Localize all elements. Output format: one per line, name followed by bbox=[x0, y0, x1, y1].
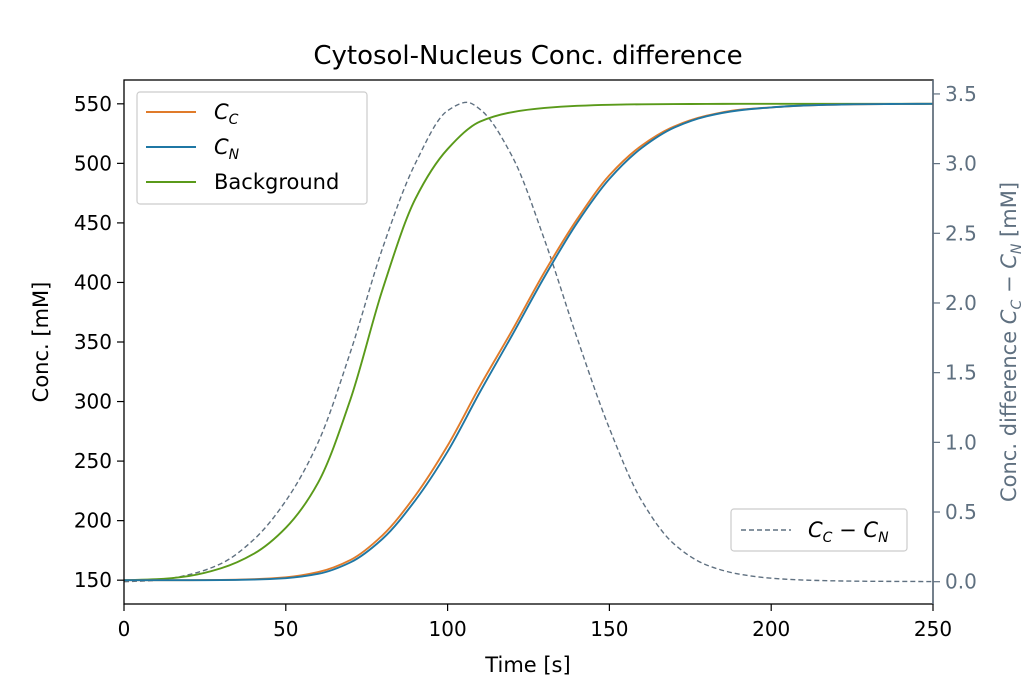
y-tick-label: 350 bbox=[74, 330, 112, 354]
legend-label-diff: CC − CN bbox=[808, 518, 889, 546]
legend-left-box bbox=[136, 91, 368, 205]
y2-tick-label: 3.0 bbox=[945, 152, 977, 176]
series-line-background bbox=[123, 102, 933, 582]
legend-label-c-n: CN bbox=[214, 135, 240, 163]
y2-tick-label: 1.0 bbox=[945, 430, 977, 454]
y-tick-label: 300 bbox=[74, 390, 112, 414]
legend-right-box bbox=[730, 508, 908, 552]
x-axis-label: Time [s] bbox=[484, 653, 570, 677]
y2-tick-label: 0.5 bbox=[945, 500, 977, 524]
y2-tick-label: 2.0 bbox=[945, 291, 977, 315]
x-tick-label: 0 bbox=[118, 617, 131, 641]
y2-tick-label: 3.5 bbox=[945, 82, 977, 106]
y-tick-label: 500 bbox=[74, 151, 112, 175]
y-tick-label: 150 bbox=[74, 568, 112, 592]
x-tick-label: 50 bbox=[273, 617, 298, 641]
series-line-c-n bbox=[124, 102, 934, 582]
right-y-axis-label-prefix: Conc. difference bbox=[997, 324, 1021, 502]
y2-tick-label: 2.5 bbox=[945, 221, 977, 245]
legend-right: CC − CN bbox=[730, 508, 908, 552]
x-tick-label: 100 bbox=[429, 617, 467, 641]
x-tick-label: 200 bbox=[752, 617, 790, 641]
series-line-c-c-c-n bbox=[123, 101, 934, 583]
right-y-axis-label: Conc. difference CC − CN [mM] bbox=[997, 182, 1025, 502]
series-layer bbox=[123, 101, 934, 583]
y-tick-label: 550 bbox=[74, 92, 112, 116]
x-axis: 0 50 100 150 200 250 bbox=[118, 604, 952, 641]
x-tick-label: 150 bbox=[590, 617, 628, 641]
left-y-axis: 150 200 250 300 350 400 450 500 550 bbox=[74, 92, 124, 592]
left-y-axis-label: Conc. [mM] bbox=[29, 282, 53, 403]
y-tick-label: 450 bbox=[74, 211, 112, 235]
legend-left: CC CN Background bbox=[136, 91, 368, 205]
y2-tick-label: 1.5 bbox=[945, 361, 977, 385]
y-tick-label: 250 bbox=[74, 449, 112, 473]
y-tick-label: 200 bbox=[74, 509, 112, 533]
legend-label-background: Background bbox=[214, 170, 339, 194]
legend-label-c-c: CC bbox=[214, 100, 239, 128]
y2-tick-label: 0.0 bbox=[945, 570, 977, 594]
chart-title: Cytosol-Nucleus Conc. difference bbox=[313, 41, 742, 71]
right-y-axis: 0.0 0.5 1.0 1.5 2.0 2.5 3.0 3.5 bbox=[933, 82, 977, 594]
x-tick-label: 250 bbox=[914, 617, 952, 641]
y-tick-label: 400 bbox=[74, 270, 112, 294]
